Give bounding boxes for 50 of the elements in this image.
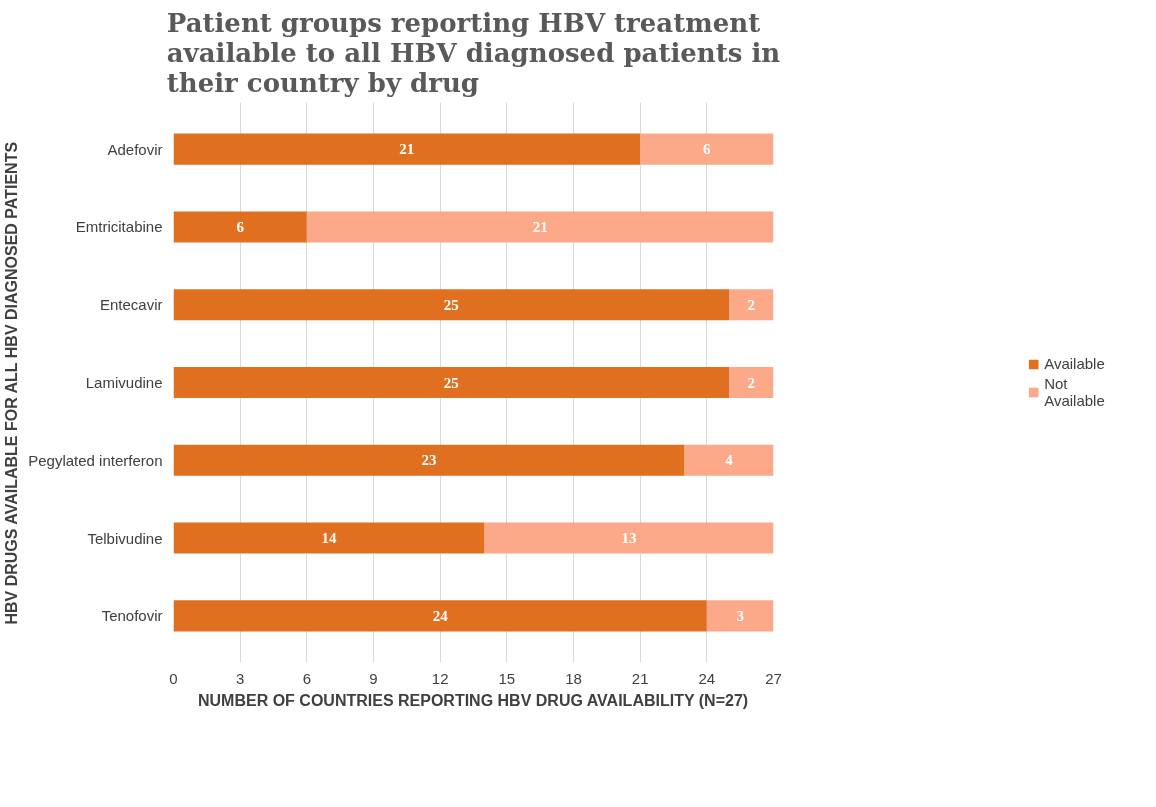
y-tick-label: Tenofovir	[101, 607, 163, 625]
bar	[729, 366, 774, 399]
y-tick-label: Telbivudine	[87, 529, 163, 547]
x-tick-label: 0	[169, 669, 178, 687]
data-label: 4	[725, 452, 734, 469]
x-tick-label: 27	[765, 669, 782, 687]
bar	[306, 211, 774, 243]
x-tick-label: 6	[302, 669, 312, 687]
data-label: 2	[747, 296, 756, 313]
data-label: 25	[443, 374, 459, 391]
data-label: 6	[236, 218, 245, 235]
x-tick-label: 21	[631, 669, 649, 687]
y-tick-label: Entecavir	[99, 296, 163, 314]
data-label: 6	[703, 141, 712, 158]
data-label: 23	[421, 452, 437, 469]
bar	[484, 522, 774, 554]
x-tick-label: 3	[236, 669, 245, 687]
chart-title: Patient groups reporting HBV treatment available to all HBV diagnosed patients in their country by drug	[166, 7, 781, 98]
y-tick-label: Pegylated interferon	[28, 451, 163, 469]
x-tick-label: 15	[498, 669, 516, 687]
y-tick-label: Emtricitabine	[75, 218, 163, 236]
bar	[706, 600, 774, 632]
y-tick-label: Adefovir	[107, 140, 163, 158]
bar	[173, 289, 730, 321]
bar	[173, 366, 730, 399]
bar	[684, 444, 774, 476]
x-tick-label: 18	[565, 669, 582, 687]
data-label: 25	[443, 296, 459, 313]
data-label: 14	[321, 530, 338, 547]
data-label: 3	[736, 607, 744, 624]
bar	[729, 289, 774, 321]
x-tick-label: 12	[431, 669, 449, 687]
data-label: 13	[621, 530, 637, 547]
y-axis-title: HBV DRUGS AVAILABLE FOR ALL HBV DIAGNOSED PATIENTS	[3, 141, 21, 625]
data-label: 2	[747, 374, 756, 391]
legend-label: Not Available	[1044, 375, 1105, 409]
x-tick-label: 24	[698, 669, 716, 687]
bar	[173, 133, 641, 165]
x-axis-title: NUMBER OF COUNTRIES REPORTING HBV DRUG AVAILABILITY (N=27)	[198, 691, 749, 709]
bar	[640, 133, 774, 165]
y-tick-label: Lamivudine	[85, 374, 163, 391]
x-tick-label: 9	[369, 669, 378, 687]
bar	[173, 211, 307, 243]
data-label: 21	[532, 218, 548, 235]
data-label: 21	[399, 141, 415, 158]
bar	[173, 522, 485, 554]
bar	[173, 444, 685, 476]
bar	[173, 600, 707, 632]
legend-label: Available	[1044, 355, 1105, 372]
data-label: 24	[432, 607, 449, 624]
